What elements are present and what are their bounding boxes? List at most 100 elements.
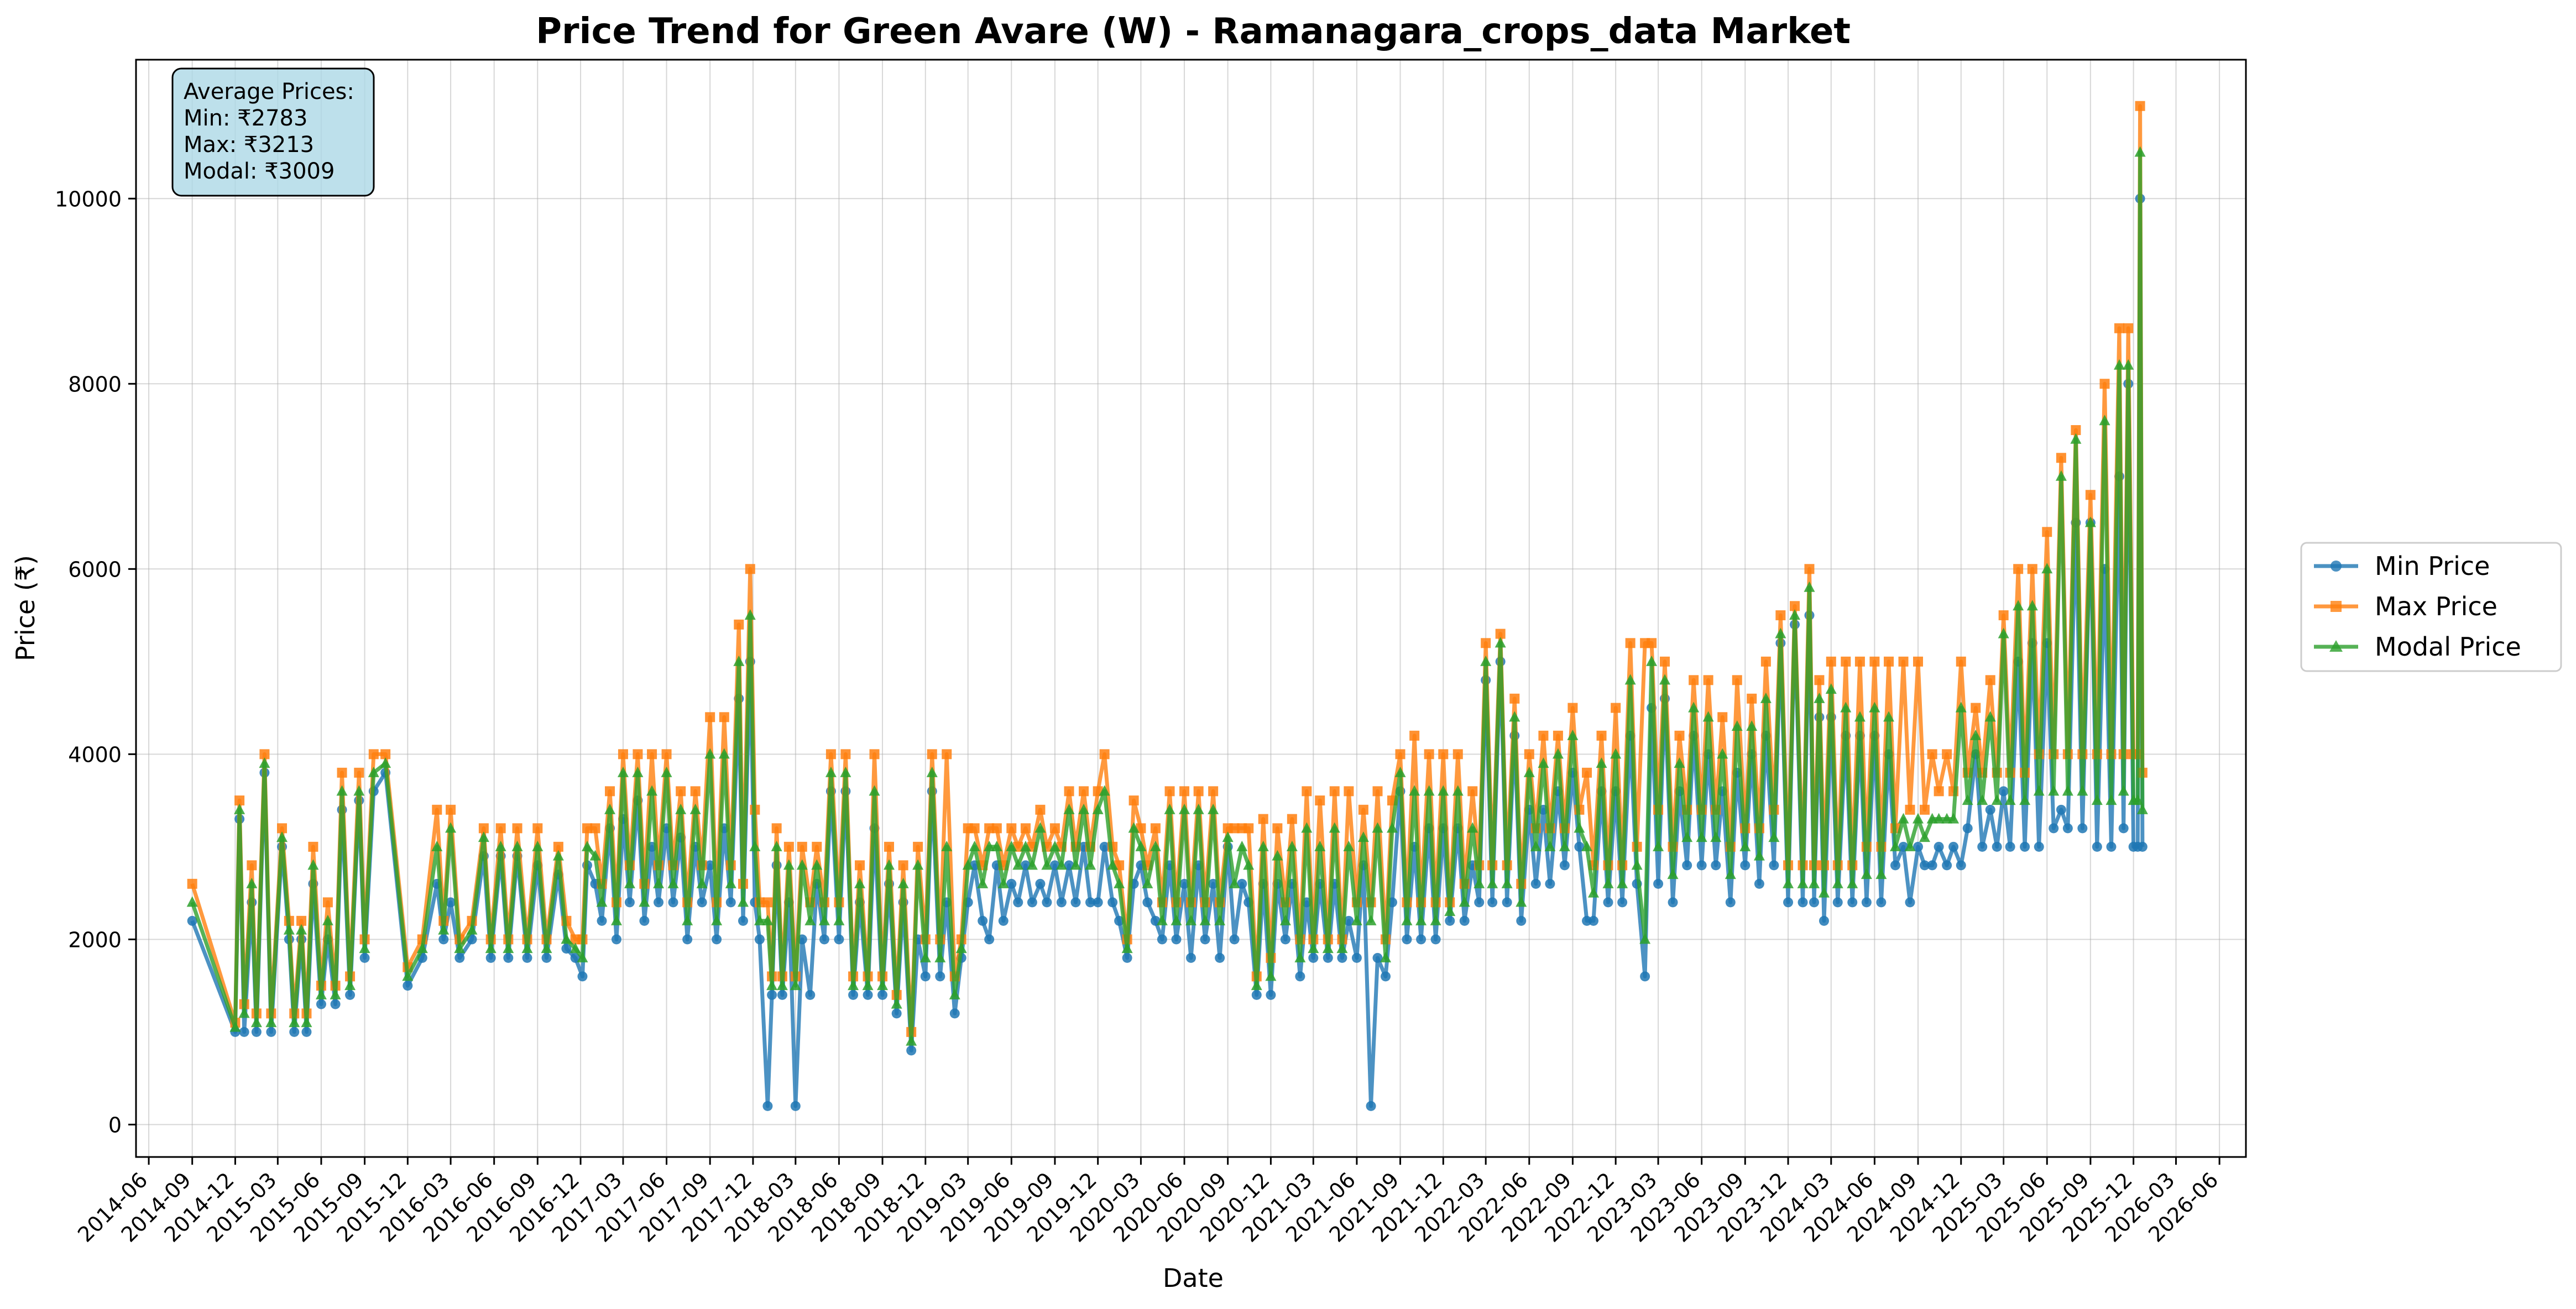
data-point-modal-price [246,877,258,888]
data-point-modal-price [689,803,701,814]
data-point-modal-price [1702,711,1714,722]
data-point-max-price [1538,730,1549,741]
data-point-max-price [1625,638,1636,648]
data-point-min-price [345,989,356,1000]
data-point-max-price [1732,675,1742,685]
data-point-min-price [1266,989,1276,1000]
data-point-min-price [1237,878,1247,889]
data-point-modal-price [1581,840,1593,851]
data-point-min-price [1725,897,1736,908]
data-point-modal-price [818,914,830,925]
data-point-min-price [935,971,945,982]
data-point-modal-price [1149,840,1161,851]
data-point-max-price [532,823,543,834]
data-point-modal-price [869,785,880,796]
data-point-min-price [790,1101,801,1111]
data-point-modal-price [854,877,866,888]
data-point-min-price [1668,897,1678,908]
data-point-modal-price [1832,877,1843,888]
data-point-modal-price [1214,914,1226,925]
data-point-min-price [1157,934,1167,945]
data-point-modal-price [276,831,288,842]
data-point-max-price [1395,749,1405,760]
data-point-modal-price [776,980,788,991]
data-point-min-price [1847,897,1858,908]
data-point-min-price [1962,823,1973,834]
data-point-modal-price [1617,877,1628,888]
average-prices-box: Average Prices: Min: ₹2783 Max: ₹3213 Mo… [171,67,375,197]
data-point-max-price [605,786,615,797]
data-point-max-price [2099,379,2110,389]
data-point-min-price [2020,841,2030,852]
data-point-min-price [1006,878,1017,889]
legend-max-price-label: Max Price [2375,591,2497,621]
data-point-max-price [991,823,1002,834]
data-point-modal-price [1809,877,1820,888]
data-point-max-price [1898,656,1909,667]
data-point-min-price [1027,897,1037,908]
data-point-max-price [1315,795,1325,806]
data-point-max-price [1258,814,1268,824]
data-point-max-price [1703,675,1713,685]
data-point-min-price [712,934,722,945]
data-point-modal-price [2041,563,2053,574]
data-point-min-price [2034,841,2044,852]
data-point-modal-price [1696,831,1707,842]
legend-modal-price-label: Modal Price [2375,632,2521,662]
data-point-modal-price [733,655,745,666]
data-point-max-price [1919,804,1930,815]
data-point-modal-price [1467,822,1478,833]
data-point-modal-price [1717,748,1728,759]
data-point-modal-price [718,748,730,759]
data-point-min-price [597,915,607,926]
data-point-modal-price [589,850,601,861]
data-point-modal-price [1041,859,1053,870]
data-point-modal-price [1970,729,1982,740]
data-point-modal-price [250,1017,262,1028]
data-point-modal-price [1351,914,1362,925]
data-point-min-price [485,952,496,963]
data-point-max-price [1193,786,1204,797]
data-point-modal-price [1530,840,1542,851]
data-point-modal-price [1840,701,1852,713]
data-point-modal-price [1085,859,1096,870]
data-point-min-price [1070,897,1081,908]
data-point-max-price [1079,786,1089,797]
data-point-modal-price [977,877,989,888]
data-point-modal-price [1179,803,1190,814]
data-point-modal-price [653,877,665,888]
data-point-modal-price [2019,794,2031,805]
data-point-min-price [1042,897,1052,908]
y-tick-label: 0 [108,1113,122,1137]
data-point-max-price [1064,786,1074,797]
y-axis-label: Price (₹) [11,555,40,661]
data-point-max-price [1927,749,1937,760]
data-point-max-price [1524,749,1534,760]
data-point-min-price [863,989,873,1000]
data-point-modal-price [2118,785,2129,796]
data-point-modal-price [1883,711,1895,722]
data-point-max-price [1099,749,1110,760]
data-point-min-price [754,934,765,945]
data-point-modal-price [891,998,902,1009]
data-point-max-price [1760,656,1771,667]
data-point-modal-price [1229,877,1240,888]
data-point-modal-price [1768,831,1780,842]
data-point-modal-price [1933,813,1945,824]
data-point-min-price [1381,971,1391,982]
data-point-max-price [247,860,257,871]
grid-lines [136,60,2246,1157]
data-point-max-price [1804,564,1815,574]
data-point-min-price [1366,1101,1376,1111]
data-point-max-price [2013,564,2024,574]
data-point-max-price [1553,730,1563,741]
data-point-modal-price [2084,516,2096,527]
data-point-modal-price [1681,831,1693,842]
data-point-min-price [1682,860,1692,871]
data-point-modal-price [1587,887,1599,898]
data-point-modal-price [1854,711,1866,722]
data-point-modal-price [1279,914,1291,925]
data-point-max-price [1481,638,1491,648]
data-point-modal-price [1329,822,1340,833]
data-point-min-price [1819,915,1829,926]
